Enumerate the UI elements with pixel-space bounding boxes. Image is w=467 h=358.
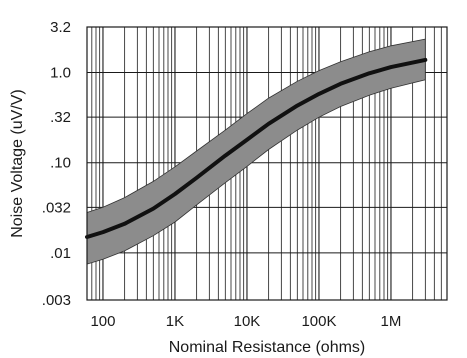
x-tick-labels: 100 1K 10K 100K 1M — [90, 313, 401, 330]
x-tick-label: 100 — [90, 313, 115, 330]
y-tick-label: .10 — [50, 155, 71, 172]
noise-range-band — [86, 38, 426, 265]
typical-noise-line — [85, 57, 428, 239]
y-tick-label: .032 — [42, 199, 71, 216]
y-tick-label: 3.2 — [50, 19, 71, 36]
noise-band-layer — [86, 38, 426, 265]
grid — [87, 27, 447, 300]
x-tick-label: 1K — [166, 313, 184, 330]
typical-line-layer — [85, 57, 428, 239]
plot-frame — [86, 26, 448, 301]
x-tick-label: 10K — [234, 313, 261, 330]
y-tick-label: .003 — [42, 292, 71, 309]
x-tick-label: 100K — [301, 313, 336, 330]
y-tick-label: .32 — [50, 109, 71, 126]
x-tick-label: 1M — [381, 313, 402, 330]
y-axis-label: Noise Voltage (uV/V) — [9, 89, 26, 238]
y-tick-label: 1.0 — [50, 65, 71, 82]
y-tick-labels: .003 .01 .032 .10 .32 1.0 3.2 — [42, 19, 71, 309]
x-axis-label: Nominal Resistance (ohms) — [169, 339, 366, 356]
y-tick-label: .01 — [50, 245, 71, 262]
